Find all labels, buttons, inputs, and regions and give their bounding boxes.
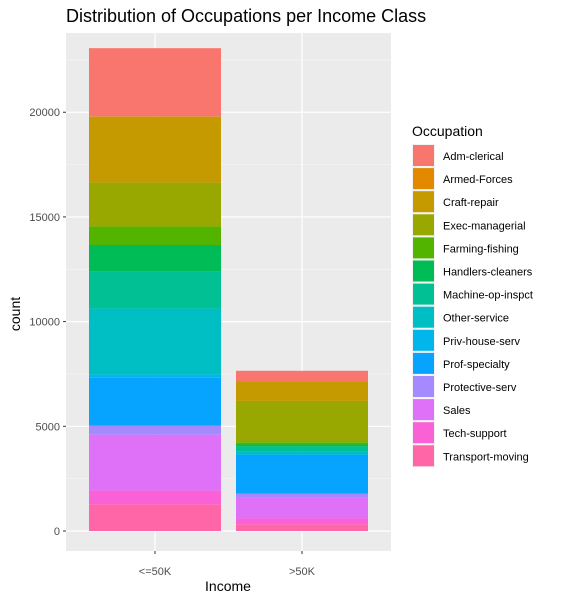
x-axis: <=50K >50K: [139, 551, 316, 578]
y-tick-label: 15000: [29, 212, 60, 224]
y-tick-label: 10000: [29, 317, 60, 329]
legend-swatch: [413, 376, 434, 397]
bar-segment: [89, 308, 221, 375]
legend-swatch: [413, 445, 434, 467]
y-axis: 0 5000 10000 15000 20000: [29, 107, 66, 538]
bar-segment: [236, 444, 368, 447]
bar-segment: [236, 497, 368, 519]
bar-segment: [89, 490, 221, 505]
bar-segment: [89, 425, 221, 435]
legend-label: Priv-house-serv: [443, 336, 521, 348]
bar-segment: [89, 504, 221, 531]
legend-swatch: [413, 168, 434, 190]
legend-swatch: [413, 306, 434, 328]
bar-segment: [236, 400, 368, 443]
bar-segment: [89, 377, 221, 426]
legend-label: Craft-repair: [443, 197, 499, 209]
legend-label: Tech-support: [443, 428, 507, 440]
legend-label: Sales: [443, 405, 471, 417]
legend-swatch: [413, 329, 434, 351]
legend-swatch: [413, 191, 434, 213]
bar-segment: [236, 524, 368, 531]
legend-label: Prof-specialty: [443, 359, 510, 371]
bar-segment: [236, 446, 368, 452]
y-tick-label: 5000: [36, 421, 60, 433]
legend-swatch: [413, 145, 434, 166]
legend-label: Adm-clerical: [443, 151, 504, 163]
x-tick-label: >50K: [289, 566, 316, 578]
chart-title: Distribution of Occupations per Income C…: [66, 6, 426, 26]
legend-swatch: [413, 283, 434, 305]
bars-layer: [89, 48, 368, 531]
bar-segment: [89, 374, 221, 378]
legend-label: Armed-Forces: [443, 174, 513, 186]
bar-segment: [236, 493, 368, 498]
legend-swatch: [413, 214, 434, 236]
bar-segment: [236, 518, 368, 525]
bar-segment: [89, 244, 221, 272]
legend-label: Machine-op-inspct: [443, 290, 533, 302]
bar-segment: [89, 48, 221, 117]
bar-segment: [89, 226, 221, 245]
y-axis-title: count: [7, 297, 23, 331]
legend-label: Farming-fishing: [443, 243, 519, 255]
bar-segment: [236, 370, 368, 382]
legend-swatch: [413, 260, 434, 282]
bar-segment: [89, 116, 221, 183]
bar-segment: [236, 451, 368, 455]
x-axis-title: Income: [205, 578, 251, 594]
legend-label: Protective-serv: [443, 382, 517, 394]
legend-label: Handlers-cleaners: [443, 267, 533, 279]
legend-title: Occupation: [412, 123, 483, 139]
legend-swatch: [413, 352, 434, 374]
y-tick-label: 20000: [29, 107, 60, 119]
y-tick-label: 0: [54, 526, 60, 538]
bar-segment: [89, 271, 221, 309]
bar-segment: [236, 381, 368, 401]
x-tick-label: <=50K: [139, 566, 172, 578]
legend: Occupation Adm-clerical Armed-Forces Craft…: [412, 123, 533, 468]
legend-swatch: [413, 422, 434, 444]
bar-segment: [89, 182, 221, 227]
legend-label: Exec-managerial: [443, 220, 526, 232]
bar-segment: [236, 454, 368, 494]
legend-swatch: [413, 399, 434, 421]
bar-segment: [236, 442, 368, 445]
legend-swatch: [413, 237, 434, 259]
legend-label: Other-service: [443, 313, 509, 325]
bar-segment: [89, 434, 221, 491]
legend-label: Transport-moving: [443, 451, 529, 463]
